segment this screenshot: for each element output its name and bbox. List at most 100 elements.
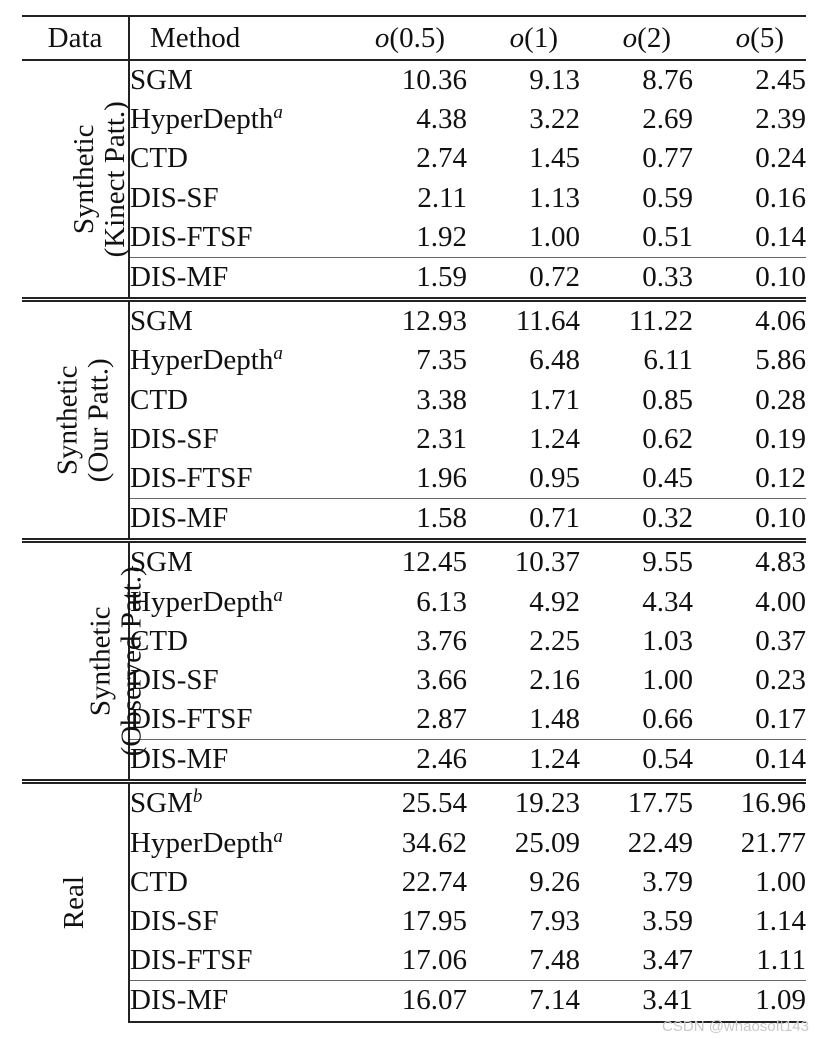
method-cell: DIS-MF: [129, 256, 343, 301]
value-cell: 0.51: [642, 220, 693, 253]
group-label-line: Synthetic: [67, 124, 100, 234]
table-row: DIS-MF 1.59 0.72 0.33 0.10: [22, 256, 806, 301]
value-cell: 1.58: [343, 498, 467, 542]
value-cell: 0.59: [642, 181, 693, 214]
value-cell: 2.87: [416, 703, 467, 736]
method-cell: DIS-MF: [129, 498, 343, 542]
value-cell: 19.23: [467, 779, 580, 824]
value-cell: 0.10: [693, 256, 806, 301]
method-cell: CTD: [129, 381, 343, 420]
method-name: CTD: [130, 624, 188, 657]
value-cell: 4.00: [755, 585, 806, 618]
value-cell: 1.59: [343, 256, 467, 301]
table-row: Synthetic (Our Patt.) SGM 12.93 11.64 11.22 4.…: [22, 297, 806, 541]
method-cell: DIS-FTSF: [129, 218, 343, 258]
value-cell: 1.96: [416, 461, 467, 494]
group-label: Synthetic (Kinect Patt.): [67, 100, 132, 258]
value-cell: 17.75: [580, 779, 693, 824]
value-cell: 0.14: [693, 739, 806, 783]
method-cell: DIS-MF: [129, 739, 343, 783]
table-row: CTD 3.76 2.25 1.03 0.37: [22, 622, 806, 661]
group-label: Real: [58, 876, 91, 930]
table-row: DIS-FTSF 2.87 1.48 0.66 0.17: [22, 700, 806, 740]
footnote-marker: b: [192, 786, 203, 808]
method-cell: DIS-SF: [129, 661, 343, 700]
value-cell: 34.62: [401, 826, 467, 859]
method-name: DIS-SF: [130, 663, 219, 696]
group-label-line: Synthetic: [84, 606, 117, 717]
method-cell: DIS-FTSF: [129, 941, 343, 981]
value-cell: 3.47: [642, 944, 693, 977]
value-cell: 0.95: [529, 461, 580, 494]
table-row: HyperDeptha 6.13 4.92 4.34 4.00: [22, 582, 806, 621]
metric-arg: (1): [524, 21, 558, 54]
method-name: DIS-FTSF: [130, 944, 253, 977]
method-name: DIS-MF: [130, 743, 229, 776]
value-cell: 3.38: [416, 383, 467, 416]
method-cell: SGM: [129, 538, 343, 583]
value-cell: 7.48: [529, 944, 580, 977]
value-cell: 2.74: [416, 142, 467, 175]
table-row: DIS-FTSF 1.92 1.00 0.51 0.14: [22, 218, 806, 258]
value-cell: 3.41: [580, 980, 693, 1023]
value-cell: 2.16: [529, 663, 580, 696]
value-cell: 10.36: [401, 64, 467, 97]
method-cell: SGM: [129, 60, 343, 100]
value-cell: 0.10: [693, 498, 806, 542]
value-cell: 25.09: [514, 826, 580, 859]
table-body: Synthetic (Kinect Patt.) SGM 10.36 9.13 8.76 2…: [22, 60, 806, 1023]
value-cell: 0.28: [755, 383, 806, 416]
value-cell: 0.19: [755, 422, 806, 455]
table-row: DIS-MF 16.07 7.14 3.41 1.09: [22, 980, 806, 1023]
value-cell: 21.77: [740, 826, 806, 859]
group-label-cell: Synthetic (Our Patt.): [22, 297, 130, 541]
method-name: HyperDepth: [130, 585, 274, 618]
value-cell: 0.54: [580, 739, 693, 783]
table-row: DIS-SF 2.31 1.24 0.62 0.19: [22, 420, 806, 459]
value-cell: 1.00: [642, 663, 693, 696]
method-cell: DIS-SF: [129, 179, 343, 218]
header-data: Data: [22, 15, 130, 61]
table-row: DIS-MF 2.46 1.24 0.54 0.14: [22, 739, 806, 783]
table-row: DIS-FTSF 17.06 7.48 3.47 1.11: [22, 941, 806, 981]
value-cell: 8.76: [642, 64, 693, 97]
value-cell: 7.14: [467, 980, 580, 1023]
value-cell: 0.77: [642, 142, 693, 175]
method-cell: HyperDeptha: [129, 341, 343, 380]
table-row: HyperDeptha 4.38 3.22 2.69 2.39: [22, 100, 806, 139]
results-table: Data Method o(0.5) o(1) o(2) o(5) Synthe…: [22, 15, 806, 1023]
value-cell: 1.24: [529, 422, 580, 455]
value-cell: 0.85: [642, 383, 693, 416]
value-cell: 11.64: [467, 297, 580, 342]
value-cell: 2.39: [755, 103, 806, 136]
value-cell: 4.34: [642, 585, 693, 618]
value-cell: 1.00: [529, 220, 580, 253]
group-label-line: Real: [58, 876, 91, 930]
value-cell: 1.71: [529, 383, 580, 416]
footnote-marker: a: [273, 343, 283, 365]
method-cell: DIS-SF: [129, 902, 343, 941]
metric-arg: (0.5): [389, 21, 445, 54]
method-name: HyperDepth: [130, 826, 274, 859]
method-cell: DIS-FTSF: [129, 459, 343, 499]
method-name: SGM: [130, 787, 193, 820]
method-cell: CTD: [129, 622, 343, 661]
table-row: DIS-SF 2.11 1.13 0.59 0.16: [22, 179, 806, 218]
value-cell: 0.37: [755, 624, 806, 657]
value-cell: 3.76: [416, 624, 467, 657]
value-cell: 9.26: [529, 865, 580, 898]
method-name: CTD: [130, 142, 188, 175]
value-cell: 5.86: [755, 344, 806, 377]
group-label-line: (Our Patt.): [83, 358, 116, 483]
table-row: DIS-MF 1.58 0.71 0.32 0.10: [22, 498, 806, 542]
value-cell: 0.17: [755, 703, 806, 736]
value-cell: 4.06: [693, 297, 806, 342]
value-cell: 12.93: [343, 297, 467, 342]
value-cell: 7.93: [529, 905, 580, 938]
value-cell: 16.07: [343, 980, 467, 1023]
value-cell: 2.25: [529, 624, 580, 657]
group-label-cell: Real: [22, 779, 130, 1022]
value-cell: 0.66: [642, 703, 693, 736]
group-label-line: (Kinect Patt.): [99, 100, 132, 258]
method-name: DIS-SF: [130, 422, 219, 455]
